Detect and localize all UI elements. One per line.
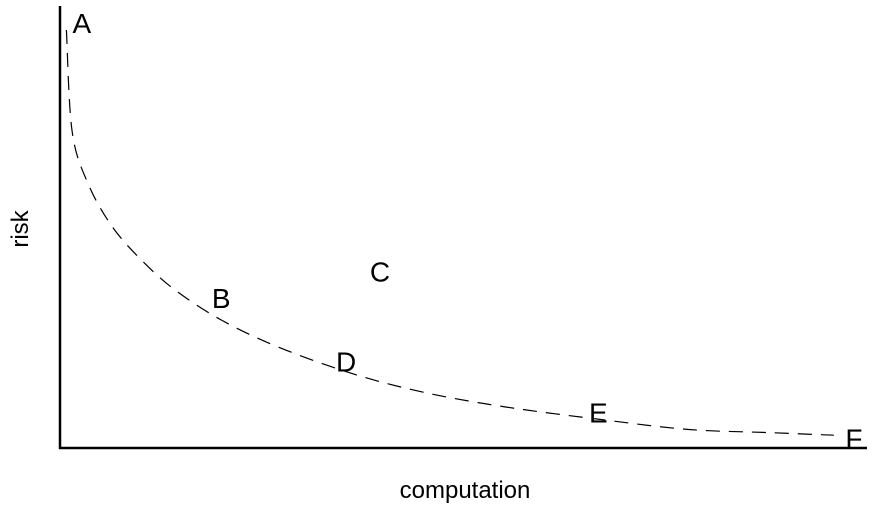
- point-label-e: E: [589, 397, 608, 428]
- point-label-b: B: [212, 283, 231, 314]
- x-axis-label: computation: [400, 477, 531, 504]
- point-label-f: F: [845, 424, 862, 455]
- point-label-a: A: [72, 8, 91, 39]
- point-labels: A B C D E F: [72, 8, 862, 455]
- point-label-d: D: [336, 347, 356, 378]
- point-label-c: C: [370, 257, 390, 288]
- frontier-curve: [65, 29, 834, 436]
- y-axis-label: risk: [7, 209, 34, 247]
